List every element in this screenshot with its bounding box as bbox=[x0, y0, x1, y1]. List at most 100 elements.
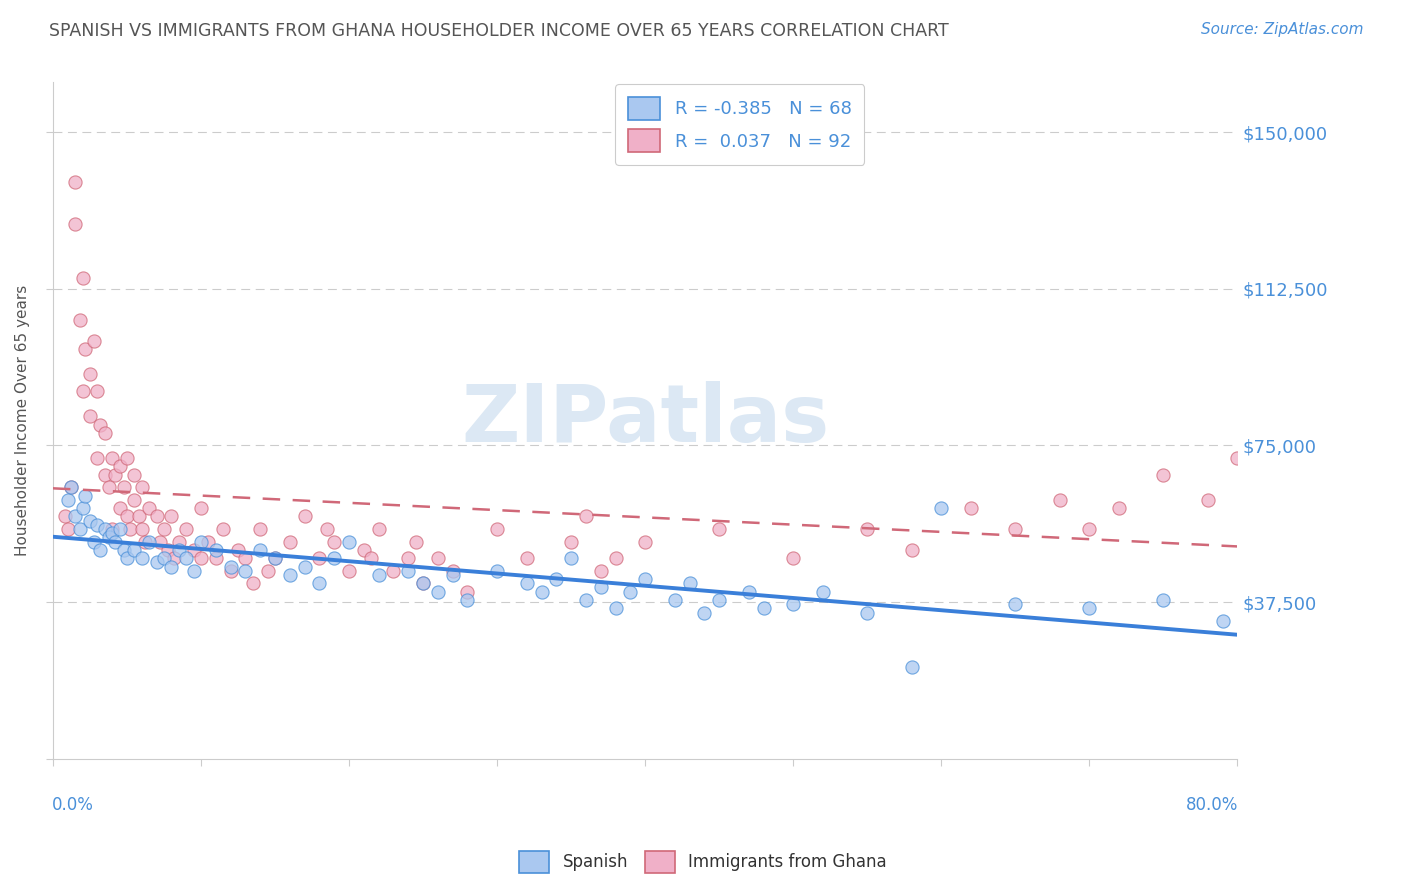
Point bbox=[138, 501, 160, 516]
Point bbox=[1078, 601, 1101, 615]
Point bbox=[145, 509, 167, 524]
Point bbox=[235, 551, 257, 566]
Point bbox=[405, 534, 427, 549]
Point bbox=[115, 551, 138, 566]
Point bbox=[226, 542, 249, 557]
Point bbox=[900, 542, 922, 557]
Point bbox=[101, 450, 124, 465]
Point bbox=[53, 509, 76, 524]
Point bbox=[605, 601, 627, 615]
Point bbox=[486, 522, 509, 536]
Point bbox=[752, 601, 775, 615]
Point bbox=[56, 492, 79, 507]
Text: SPANISH VS IMMIGRANTS FROM GHANA HOUSEHOLDER INCOME OVER 65 YEARS CORRELATION CH: SPANISH VS IMMIGRANTS FROM GHANA HOUSEHO… bbox=[49, 22, 949, 40]
Point bbox=[98, 530, 121, 544]
Point bbox=[108, 459, 131, 474]
Text: 80.0%: 80.0% bbox=[1187, 796, 1239, 814]
Point bbox=[101, 522, 124, 536]
Point bbox=[63, 175, 86, 189]
Point bbox=[63, 217, 86, 231]
Point bbox=[426, 584, 449, 599]
Point bbox=[308, 576, 330, 591]
Point bbox=[605, 551, 627, 566]
Point bbox=[86, 384, 108, 398]
Point bbox=[249, 542, 271, 557]
Point bbox=[1108, 501, 1130, 516]
Point bbox=[426, 551, 449, 566]
Point bbox=[530, 584, 553, 599]
Point bbox=[115, 509, 138, 524]
Point bbox=[360, 551, 382, 566]
Point bbox=[323, 551, 346, 566]
Point bbox=[412, 576, 434, 591]
Point bbox=[634, 572, 657, 586]
Point bbox=[212, 522, 235, 536]
Point bbox=[59, 480, 82, 494]
Point bbox=[486, 564, 509, 578]
Point bbox=[294, 509, 316, 524]
Point bbox=[560, 534, 582, 549]
Point bbox=[104, 467, 127, 482]
Text: Source: ZipAtlas.com: Source: ZipAtlas.com bbox=[1201, 22, 1364, 37]
Point bbox=[856, 606, 879, 620]
Point bbox=[118, 522, 141, 536]
Point bbox=[93, 425, 115, 440]
Point bbox=[412, 576, 434, 591]
Point bbox=[131, 522, 153, 536]
Point bbox=[441, 568, 464, 582]
Point bbox=[89, 542, 111, 557]
Point bbox=[456, 593, 478, 607]
Point bbox=[575, 509, 598, 524]
Point bbox=[163, 551, 186, 566]
Point bbox=[79, 409, 101, 424]
Point bbox=[98, 480, 121, 494]
Point bbox=[264, 551, 287, 566]
Point bbox=[664, 593, 686, 607]
Point bbox=[183, 564, 205, 578]
Y-axis label: Householder Income Over 65 years: Householder Income Over 65 years bbox=[15, 285, 30, 556]
Point bbox=[396, 564, 419, 578]
Point bbox=[738, 584, 761, 599]
Point bbox=[693, 606, 716, 620]
Point bbox=[782, 597, 804, 611]
Point bbox=[278, 568, 301, 582]
Point bbox=[72, 384, 94, 398]
Point bbox=[516, 551, 538, 566]
Point bbox=[148, 534, 170, 549]
Point bbox=[93, 467, 115, 482]
Point bbox=[86, 517, 108, 532]
Point bbox=[367, 522, 389, 536]
Point bbox=[108, 501, 131, 516]
Point bbox=[219, 559, 242, 574]
Point bbox=[709, 522, 731, 536]
Point bbox=[516, 576, 538, 591]
Point bbox=[546, 572, 568, 586]
Point bbox=[1212, 614, 1234, 628]
Point bbox=[174, 522, 197, 536]
Point bbox=[678, 576, 700, 591]
Point bbox=[204, 551, 226, 566]
Point bbox=[124, 467, 146, 482]
Point bbox=[382, 564, 405, 578]
Point bbox=[219, 564, 242, 578]
Point bbox=[79, 368, 101, 382]
Point bbox=[75, 489, 97, 503]
Point bbox=[153, 551, 176, 566]
Point bbox=[72, 271, 94, 285]
Point bbox=[59, 480, 82, 494]
Point bbox=[83, 334, 105, 348]
Point bbox=[104, 534, 127, 549]
Point bbox=[174, 551, 197, 566]
Point bbox=[86, 450, 108, 465]
Point bbox=[167, 542, 190, 557]
Point bbox=[157, 542, 180, 557]
Point bbox=[323, 534, 346, 549]
Point bbox=[589, 581, 612, 595]
Point bbox=[294, 559, 316, 574]
Legend: R = -0.385   N = 68, R =  0.037   N = 92: R = -0.385 N = 68, R = 0.037 N = 92 bbox=[616, 84, 865, 165]
Point bbox=[811, 584, 834, 599]
Point bbox=[960, 501, 983, 516]
Point bbox=[1197, 492, 1219, 507]
Point bbox=[56, 522, 79, 536]
Point bbox=[153, 522, 176, 536]
